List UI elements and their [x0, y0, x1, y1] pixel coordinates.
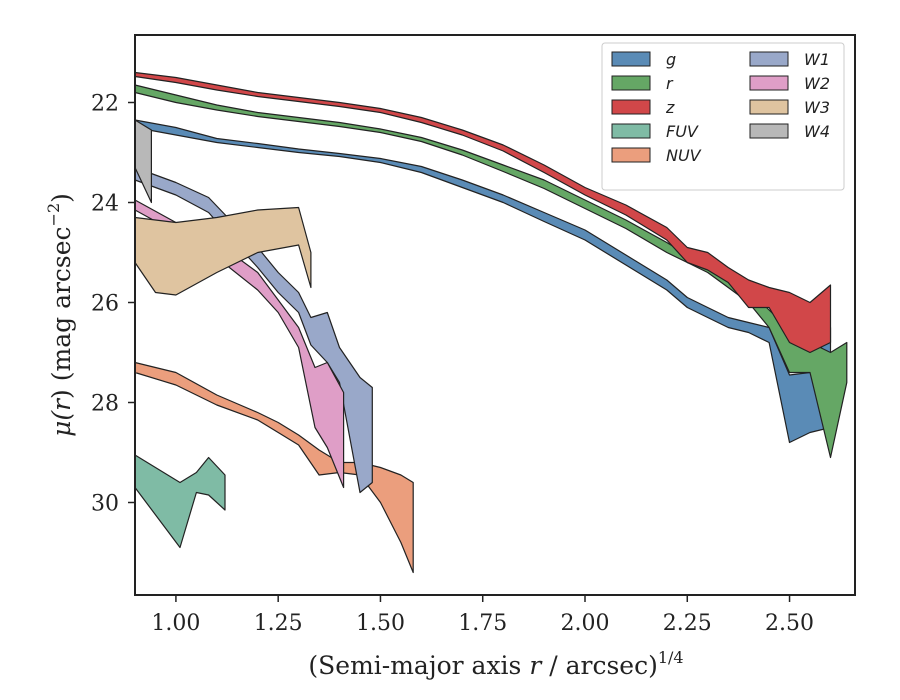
- x-tick-label: 1.00: [151, 611, 200, 636]
- y-axis-title: μ(r) (mag arcsec−2): [44, 193, 76, 437]
- series-band-z: [134, 71, 832, 354]
- y-tick-label: 26: [91, 292, 119, 317]
- x-tick-label: 2.00: [561, 611, 610, 636]
- series-band-fuv: [134, 454, 226, 549]
- legend: grz FUV NUV W1 W2 W3 W4: [601, 42, 845, 191]
- legend-swatch-nuv: [611, 147, 651, 163]
- series-band-w4: [134, 119, 152, 204]
- y-tick-label: 28: [91, 392, 119, 417]
- legend-label-fuv: FUV: [666, 122, 699, 141]
- legend-label-nuv: NUV: [666, 146, 702, 165]
- legend-swatch-w4: [749, 123, 789, 139]
- x-axis-title: (Semi-major axis r / arcsec)1/4: [308, 648, 683, 680]
- y-tick-label: 24: [91, 192, 119, 217]
- legend-swatch-fuv: [611, 123, 651, 139]
- y-tick-label: 30: [91, 492, 119, 517]
- plot-frame: [134, 34, 856, 596]
- legend-label-r: r: [666, 74, 674, 93]
- x-tick-label: 1.25: [254, 611, 303, 636]
- y-tick-label: 22: [91, 92, 119, 117]
- x-axis: 1.00 1.25 1.50 1.75 2.00 2.25 2.50: [151, 595, 814, 636]
- x-tick-label: 1.50: [356, 611, 405, 636]
- series-band-r: [134, 84, 848, 459]
- x-tick-label: 2.50: [765, 611, 814, 636]
- legend-swatch-r: [611, 75, 651, 91]
- y-axis: 22 24 26 28 30: [91, 92, 135, 517]
- legend-swatch-g: [611, 51, 651, 67]
- legend-label-w1: W1: [804, 50, 830, 69]
- legend-swatch-z: [611, 99, 651, 115]
- legend-swatch-w1: [749, 51, 789, 67]
- legend-swatch-w3: [749, 99, 789, 115]
- legend-label-w2: W2: [804, 74, 830, 93]
- x-tick-label: 2.25: [663, 611, 712, 636]
- x-tick-label: 1.75: [458, 611, 507, 636]
- legend-label-w4: W4: [804, 122, 830, 141]
- series-band-w3: [134, 206, 312, 296]
- legend-label-z: z: [665, 98, 675, 117]
- legend-label-g: g: [666, 50, 676, 69]
- legend-label-w3: W3: [804, 98, 830, 117]
- legend-swatch-w2: [749, 75, 789, 91]
- series-layer: [134, 71, 848, 574]
